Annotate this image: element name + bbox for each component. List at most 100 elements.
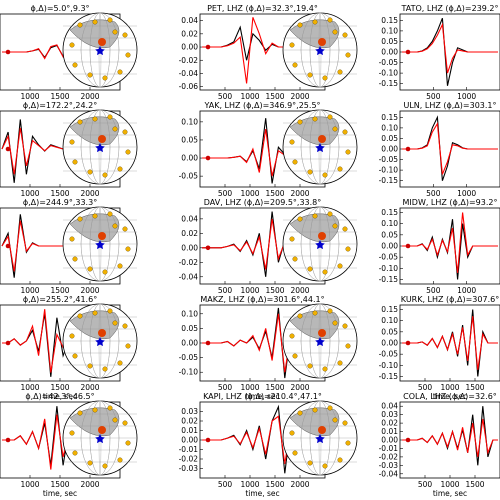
station-dot (77, 410, 83, 416)
station-dot (77, 313, 83, 319)
epicenter-star-icon (315, 337, 325, 347)
panel-1: ϕ,Δ)=5.0°,9.3° 1000 1500 2000 (0, 4, 138, 101)
x-tick-label: 1000 (240, 480, 259, 489)
station-dot (322, 366, 328, 372)
station-dot (322, 463, 328, 469)
panel-title: ϕ,Δ)=255.2°,41.6° (23, 295, 97, 304)
x-tick-label: 2000 (290, 286, 309, 295)
station-dot (327, 17, 333, 23)
station-dot (117, 69, 123, 75)
station-dot (312, 19, 318, 25)
globe-inset (282, 206, 358, 282)
x-tick-label: 1500 (265, 189, 284, 198)
window-start-marker (405, 146, 411, 152)
globe-meridian (80, 206, 120, 282)
x-tick-label: 1000 (457, 189, 476, 198)
epicenter-star-icon (315, 46, 325, 56)
station-dot (327, 114, 333, 120)
recording-station-dot (318, 38, 326, 46)
station-dot (107, 114, 113, 120)
y-tick-label: 0.02 (181, 417, 198, 426)
x-tick-label: 2000 (80, 92, 99, 101)
y-tick-label: -0.03 (379, 461, 399, 470)
x-tick-label: 2000 (80, 189, 99, 198)
y-tick-label: 0.05 (381, 327, 398, 336)
station-dot (69, 333, 75, 339)
x-tick-label: 1000 (240, 383, 259, 392)
x-tick-label: 2000 (290, 189, 309, 198)
y-tick-label: 0.00 (181, 243, 198, 252)
globe-meridian (300, 303, 340, 379)
recording-station-dot (318, 232, 326, 240)
station-dot (289, 333, 295, 339)
y-tick-label: 0.00 (381, 48, 398, 57)
y-tick-label: 0.10 (381, 219, 398, 228)
station-dot (337, 166, 343, 172)
globe-meridian (300, 206, 340, 282)
globe-meridian (80, 12, 120, 88)
station-dot (69, 430, 75, 436)
station-dot (289, 42, 295, 48)
window-start-marker (205, 340, 211, 346)
station-dot (312, 407, 318, 413)
x-tick-label: 1500 (50, 189, 69, 198)
station-dot (117, 166, 123, 172)
station-dot (102, 172, 108, 178)
y-tick-label: 0.02 (181, 29, 198, 38)
y-tick-label: -0.06 (179, 82, 199, 91)
synthetic-trace (402, 122, 498, 175)
station-dot (332, 29, 338, 35)
station-dot (125, 440, 131, 446)
station-dot (122, 420, 128, 426)
panel-title: MAKZ, LHZ (ϕ,Δ)=301.6°,44.1° (200, 295, 324, 304)
window-start-marker (405, 49, 411, 55)
station-dot (342, 323, 348, 329)
station-dot (337, 457, 343, 463)
epicenter-star-icon (95, 434, 105, 444)
y-tick-label: -0.10 (379, 69, 399, 78)
window-start-marker (205, 155, 211, 161)
x-tick-label: 2000 (80, 383, 99, 392)
x-tick-label: 1000 (440, 383, 459, 392)
station-dot (117, 360, 123, 366)
station-dot (125, 52, 131, 58)
station-dot (122, 32, 128, 38)
station-dot (77, 216, 83, 222)
y-tick-label: 0.10 (181, 117, 198, 126)
epicenter-star-icon (315, 143, 325, 153)
station-dot (77, 22, 83, 28)
x-tick-label: 500 (218, 383, 233, 392)
station-dot (107, 211, 113, 217)
station-dot (112, 320, 118, 326)
station-dot (327, 405, 333, 411)
y-tick-label: 0.05 (181, 324, 198, 333)
y-tick-label: 0.00 (381, 242, 398, 251)
station-dot (112, 126, 118, 132)
station-dot (297, 119, 303, 125)
station-dot (122, 129, 128, 135)
station-dot (107, 308, 113, 314)
y-tick-label: 0.05 (381, 230, 398, 239)
globe-inset (282, 109, 358, 185)
panel-11: MAKZ, LHZ (ϕ,Δ)=301.6°,44.1°0.10 0.05 0.00… (179, 295, 358, 401)
x-axis-label: time, sec (245, 489, 279, 498)
panel-9: MIDW, LHZ (ϕ,Δ)=93.2° 0.15 0.10 0.05 0.00 -0.… (379, 198, 500, 295)
recording-station-dot (318, 135, 326, 143)
synthetic-trace (402, 316, 498, 370)
window-start-marker (5, 49, 11, 55)
station-dot (72, 256, 78, 262)
station-dot (72, 62, 78, 68)
station-dot (112, 29, 118, 35)
station-dot (125, 343, 131, 349)
x-axis-label: time, sec (245, 392, 279, 401)
y-tick-label: 0.00 (181, 436, 198, 445)
x-tick-label: 1500 (50, 383, 69, 392)
station-dot (312, 116, 318, 122)
x-tick-label: 1000 (240, 189, 259, 198)
y-tick-label: -0.01 (179, 445, 199, 454)
x-axis-label: time, sec (43, 489, 77, 498)
station-dot (102, 75, 108, 81)
station-dot (332, 417, 338, 423)
